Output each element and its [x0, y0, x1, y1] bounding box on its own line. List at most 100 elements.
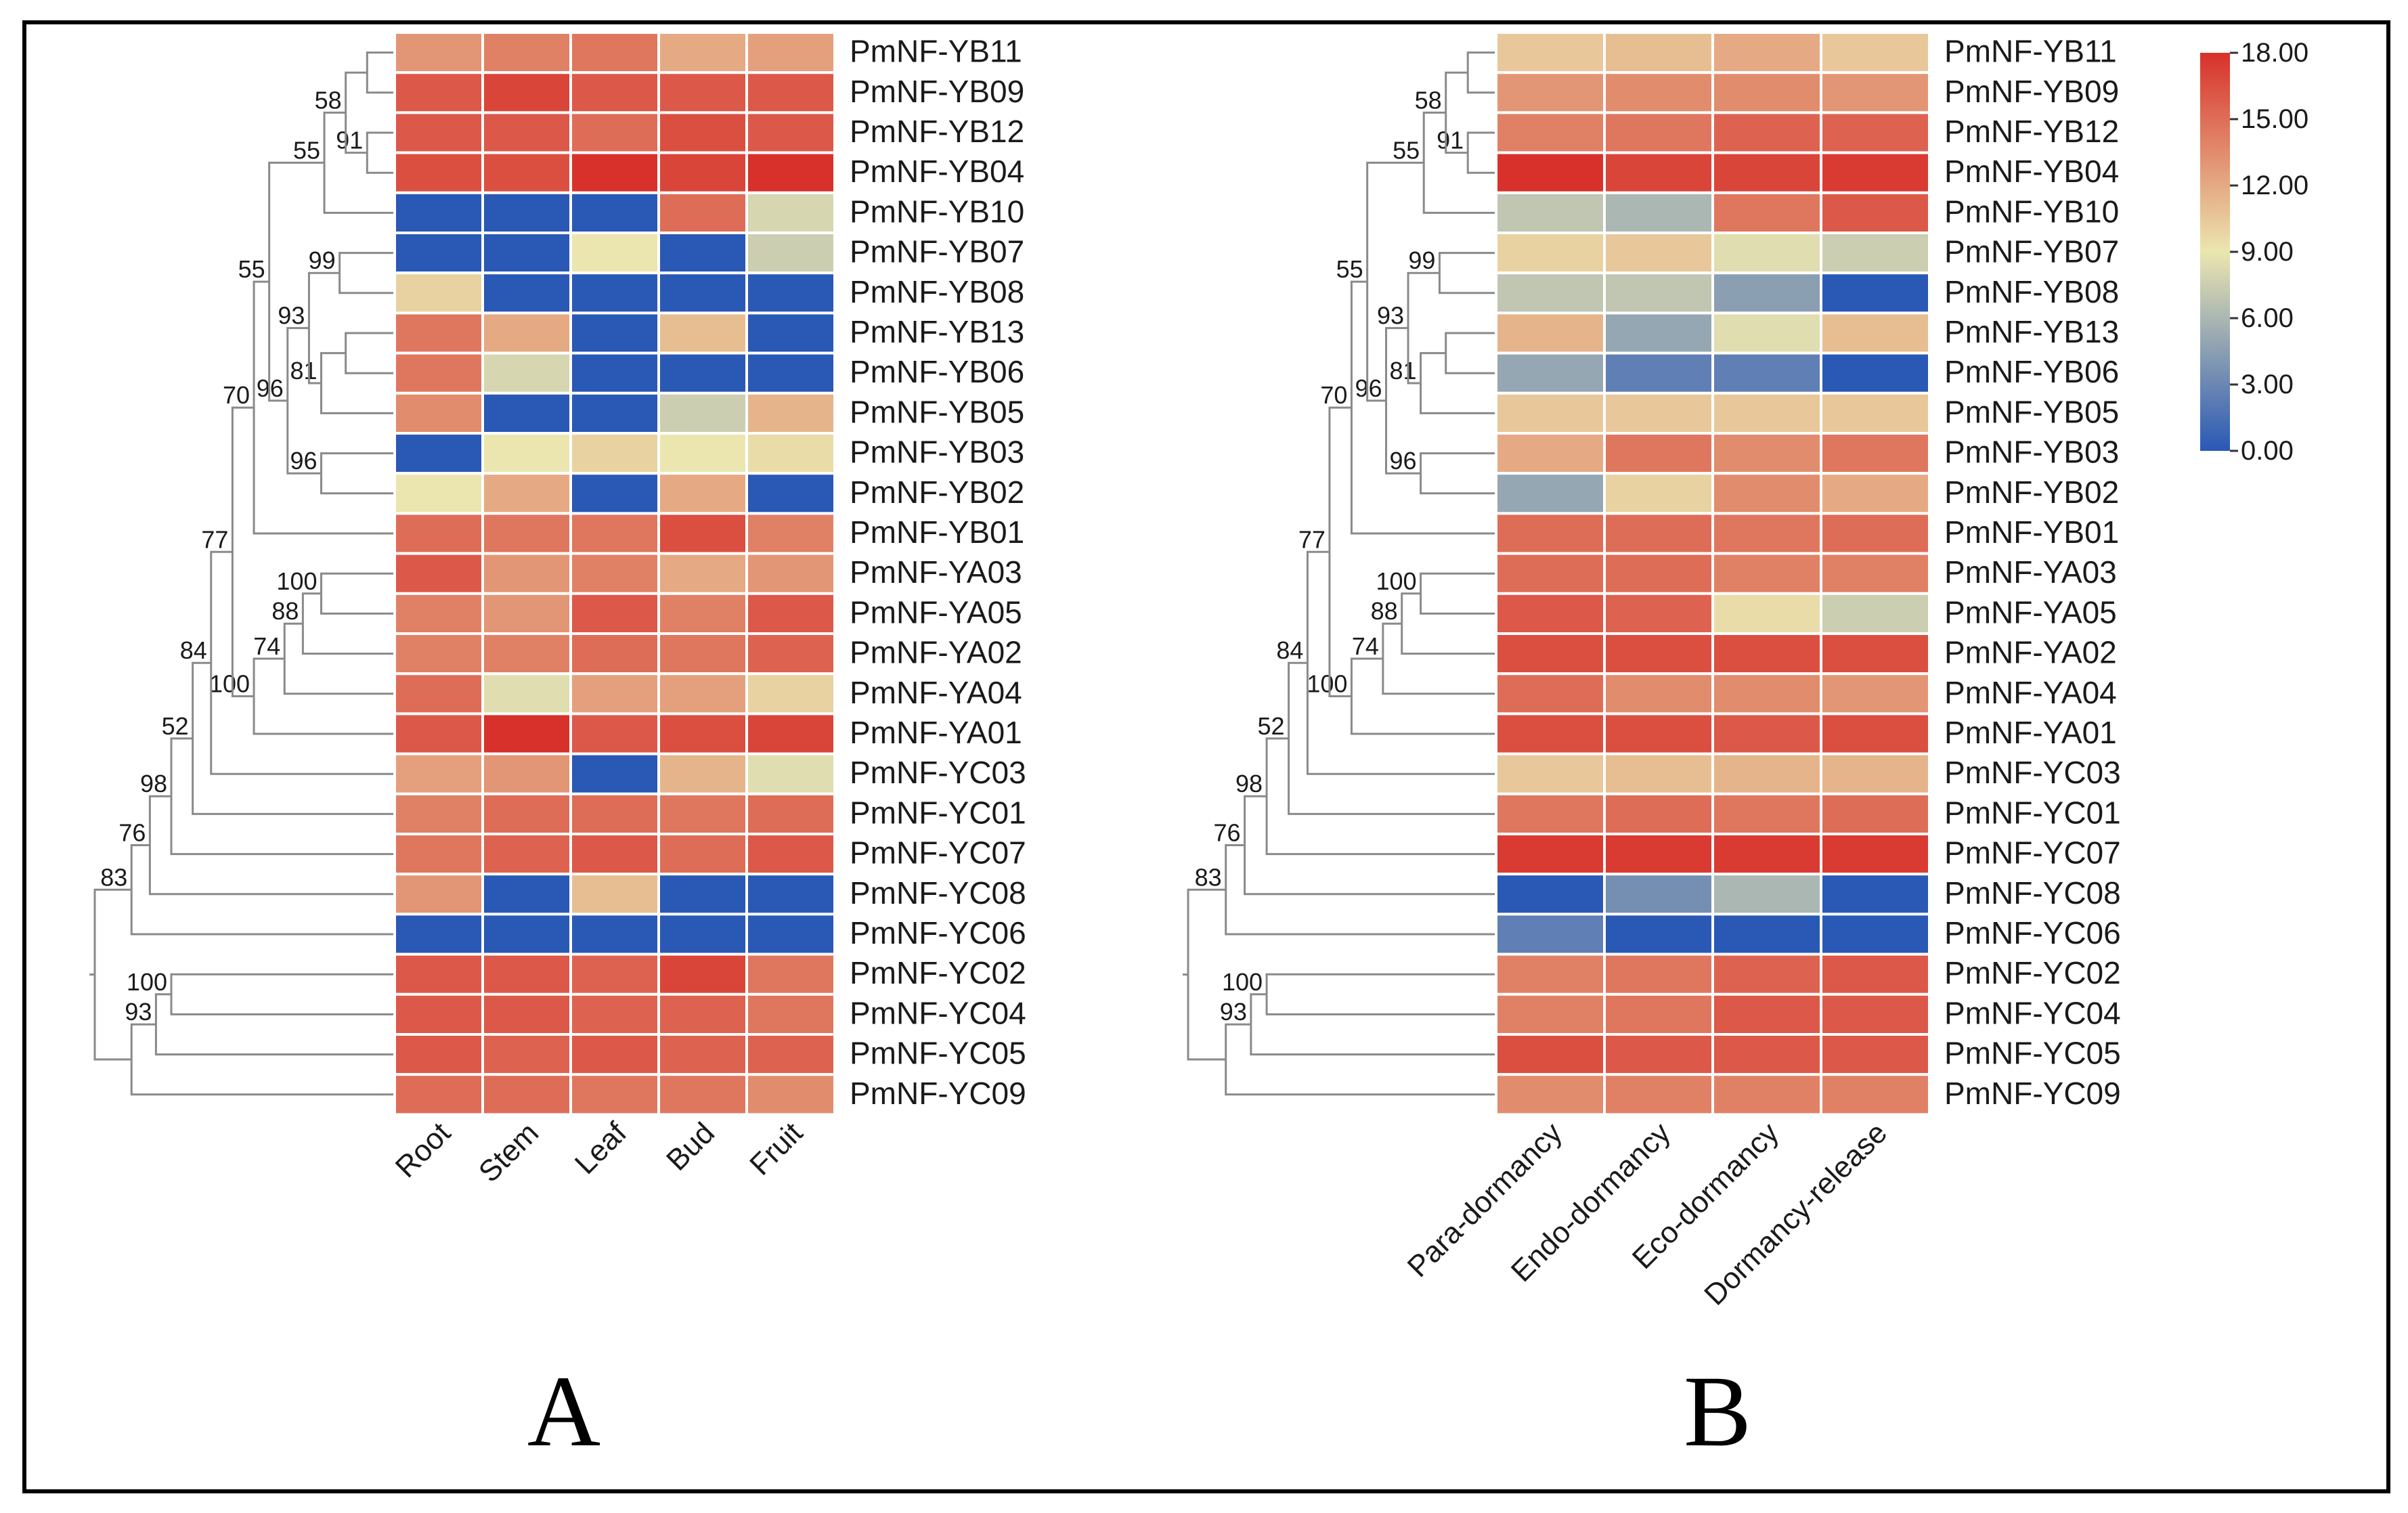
panel-b-branch-n_07_08: 99 — [1408, 246, 1496, 294]
panel-a-bootstrap-label: 55 — [238, 255, 265, 283]
panel-a-bootstrap-label: 91 — [336, 127, 363, 154]
heatmap-cell — [1820, 833, 1931, 876]
heatmap-cell — [393, 672, 484, 716]
panel-b-bootstrap-label: 100 — [1222, 968, 1263, 996]
heatmap-cell — [1820, 1073, 1931, 1116]
heatmap-cell — [1603, 833, 1714, 876]
heatmap-cell — [657, 432, 748, 475]
panel-b-bootstrap-label: 77 — [1298, 525, 1326, 553]
gene-row-label: PmNF-YB01 — [850, 514, 1024, 550]
heatmap-cell — [1820, 432, 1931, 475]
colorbar-tick-label: 12.00 — [2241, 171, 2308, 200]
panel-b-bootstrap-label: 70 — [1320, 381, 1347, 409]
heatmap-cell — [1603, 552, 1714, 595]
panel-a-bootstrap-label: 93 — [278, 302, 305, 330]
panel-b-branch-n_c3: 93 — [1220, 993, 1496, 1056]
heatmap-cell — [569, 672, 660, 716]
heatmap-cell — [1495, 271, 1606, 315]
panel-b-bootstrap-label: 100 — [1376, 567, 1416, 595]
heatmap-cell — [657, 351, 748, 395]
gene-row-label: PmNF-YA01 — [850, 715, 1022, 750]
heatmap-cell — [657, 833, 748, 876]
panel-b-branch-n_ab3: 52 — [1258, 661, 1496, 815]
gene-row-label: PmNF-YC04 — [850, 995, 1026, 1030]
panel-a-branch-n_07_08: 99 — [309, 246, 395, 294]
gene-row-label: PmNF-YB11 — [1944, 34, 2117, 69]
heatmap-cell — [1495, 1073, 1606, 1116]
heatmap-cell — [1603, 1073, 1714, 1116]
heatmap-cell — [1495, 992, 1606, 1036]
panel-a-bootstrap-label: 55 — [293, 136, 320, 164]
heatmap-cell — [745, 952, 836, 996]
gene-row-label: PmNF-YB06 — [1944, 354, 2119, 389]
colorbar-tick-label: 3.00 — [2241, 370, 2294, 399]
heatmap-cell — [657, 191, 748, 234]
panel-b-bootstrap-label: 83 — [1195, 863, 1222, 891]
heatmap-cell — [393, 311, 484, 355]
panel-b-bootstrap-label: 96 — [1355, 374, 1382, 402]
panel-a-branch-n_a_3: 88 — [271, 592, 395, 655]
heatmap-cell — [1603, 592, 1714, 635]
panel-b-branch-n_ab2: 84 — [1276, 550, 1496, 775]
heatmap-cell — [569, 432, 660, 475]
heatmap-cell — [657, 111, 748, 154]
heatmap-cell — [481, 111, 572, 154]
heatmap-cell — [657, 952, 748, 996]
panel-b-bootstrap-label: 96 — [1390, 447, 1417, 475]
heatmap-cell — [481, 232, 572, 275]
panel-b-branch-n_12_04: 91 — [1437, 127, 1496, 174]
heatmap-cell — [393, 712, 484, 755]
heatmap-cell — [1711, 632, 1822, 676]
heatmap-cell — [481, 913, 572, 956]
heatmap-cell — [1820, 232, 1931, 275]
heatmap-cell — [1603, 913, 1714, 956]
heatmap-cell — [1820, 71, 1931, 114]
heatmap-cell — [657, 472, 748, 515]
heatmap-cell — [1820, 873, 1931, 916]
heatmap-cell — [569, 271, 660, 315]
gene-row-label: PmNF-YA03 — [850, 554, 1022, 590]
heatmap-cell — [1603, 432, 1714, 475]
heatmap-cell — [745, 472, 836, 515]
heatmap-cell — [1820, 952, 1931, 996]
heatmap-cell — [481, 391, 572, 435]
heatmap-cell — [1711, 672, 1822, 716]
heatmap-cell — [1603, 632, 1714, 676]
heatmap-cell — [481, 752, 572, 795]
heatmap-cell — [1603, 232, 1714, 275]
heatmap-cell — [481, 792, 572, 836]
gene-row-label: PmNF-YC05 — [1944, 1036, 2121, 1071]
panel-b-bootstrap-label: 98 — [1235, 770, 1263, 797]
heatmap-cell — [1711, 351, 1822, 395]
heatmap-cell — [393, 1033, 484, 1076]
heatmap-cell — [569, 351, 660, 395]
heatmap-cell — [569, 873, 660, 916]
heatmap-cell — [1711, 111, 1822, 154]
heatmap-cell — [569, 632, 660, 676]
gene-row-label: PmNF-YB02 — [1944, 475, 2119, 510]
heatmap-cell — [745, 913, 836, 956]
panel-b-bootstrap-label: 84 — [1276, 636, 1303, 664]
heatmap-cell — [393, 71, 484, 114]
heatmap-cell — [1820, 552, 1931, 595]
heatmap-cell — [1603, 992, 1714, 1036]
heatmap-cell — [1711, 31, 1822, 74]
heatmap-cell — [481, 151, 572, 194]
heatmap-cell — [1711, 1033, 1822, 1076]
heatmap-cell — [481, 31, 572, 74]
panel-a-bootstrap-label: 84 — [180, 636, 207, 664]
heatmap-cell — [1603, 71, 1714, 114]
colorbar-tick-label: 15.00 — [2241, 104, 2308, 134]
colorbar-tick-label: 6.00 — [2241, 303, 2294, 333]
heatmap-cell — [657, 632, 748, 676]
heatmap-cell — [1820, 472, 1931, 515]
heatmap-cell — [569, 992, 660, 1036]
heatmap-cell — [657, 712, 748, 755]
heatmap-cell — [657, 1073, 748, 1116]
panel-b-branch-n_a_5: 100 — [1307, 657, 1496, 735]
gene-row-label: PmNF-YB05 — [1944, 394, 2119, 429]
heatmap-cell — [1820, 712, 1931, 755]
heatmap-cell — [569, 833, 660, 876]
heatmap-cell — [1603, 271, 1714, 315]
